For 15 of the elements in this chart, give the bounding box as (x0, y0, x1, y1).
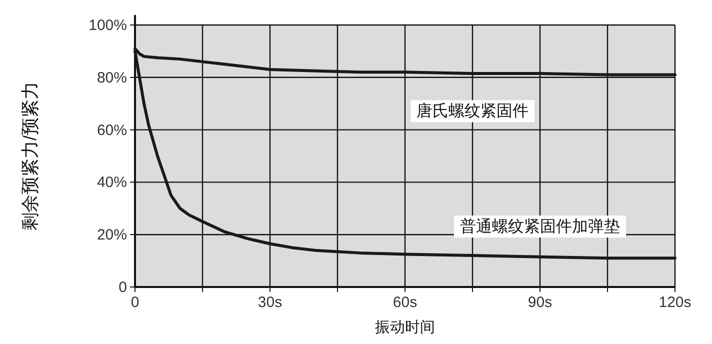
x-tick-label: 120s (658, 294, 692, 311)
y-axis-title: 剩余预紧力/预紧力 (20, 81, 40, 231)
y-tick-label: 20% (96, 226, 127, 244)
y-tick-label: 0 (118, 279, 127, 296)
series-label: 普通螺纹紧固件加弹垫 (460, 218, 620, 236)
x-tick-label: 90s (528, 294, 552, 311)
series-label: 唐氏螺纹紧固件 (416, 102, 528, 120)
x-tick-label: 30s (258, 294, 282, 311)
y-tick-label: 60% (96, 122, 127, 139)
x-tick-label: 0 (130, 294, 140, 311)
y-tick-label: 80% (96, 69, 127, 86)
x-axis-title: 振动时间 (375, 319, 435, 336)
y-tick-label: 40% (96, 174, 127, 192)
x-tick-label: 60s (392, 294, 418, 311)
y-tick-label: 100% (88, 17, 127, 34)
